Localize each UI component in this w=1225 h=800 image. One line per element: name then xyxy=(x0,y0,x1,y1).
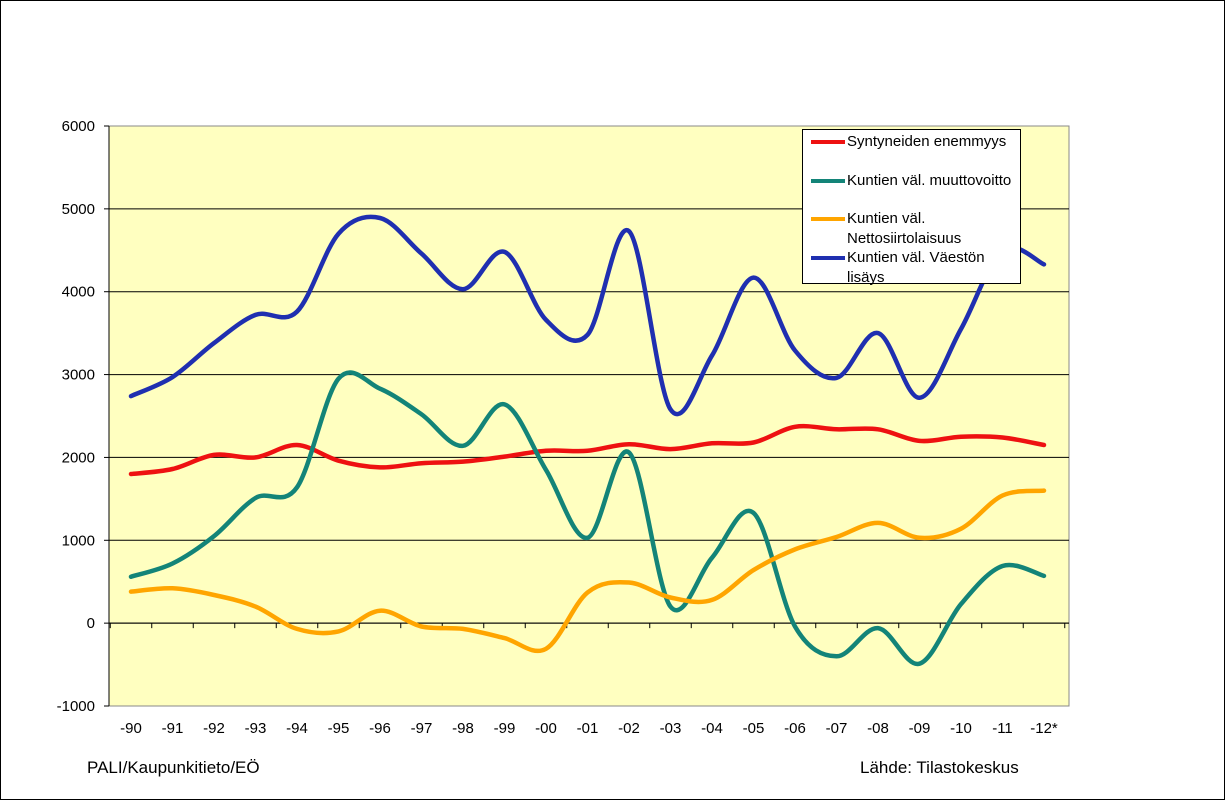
x-tick-label: -04 xyxy=(701,720,723,737)
x-tick-label: -09 xyxy=(909,720,931,737)
x-tick-label: -91 xyxy=(162,720,184,737)
legend-item: Kuntien väl. Väestön lisäys xyxy=(803,248,1022,286)
x-tick-label: -92 xyxy=(203,720,225,737)
x-tick-label: -00 xyxy=(535,720,557,737)
legend-item: Syntyneiden enemmyys xyxy=(803,132,1022,170)
y-tick-label: 5000 xyxy=(62,201,95,218)
x-tick-label: -90 xyxy=(120,720,142,737)
y-tick-label: 4000 xyxy=(62,284,95,301)
x-tick-label: -12* xyxy=(1030,720,1058,737)
x-tick-label: -95 xyxy=(328,720,350,737)
legend-label: Kuntien väl. Nettosiirtolaisuus xyxy=(847,210,962,247)
x-tick-label: -02 xyxy=(618,720,640,737)
x-tick-label: -98 xyxy=(452,720,474,737)
series-line-2 xyxy=(128,488,1047,654)
x-tick-label: -06 xyxy=(784,720,806,737)
legend-label: Kuntien väl. Väestön lisäys xyxy=(847,249,985,286)
y-tick-label: 1000 xyxy=(62,532,95,549)
x-tick-label: -10 xyxy=(950,720,972,737)
legend-label: Syntyneiden enemmyys xyxy=(847,133,1007,150)
series-line-3 xyxy=(128,214,1047,417)
legend: Syntyneiden enemmyys Kuntien väl. muutto… xyxy=(802,129,1022,286)
x-tick-label: -96 xyxy=(369,720,391,737)
legend-swatch xyxy=(811,217,845,221)
footer-source-left: PALI/Kaupunkitieto/EÖ xyxy=(87,758,260,777)
x-tick-label: -99 xyxy=(494,720,516,737)
y-tick-label: -1000 xyxy=(57,698,95,715)
x-tick-label: -05 xyxy=(743,720,765,737)
x-tick-label: -08 xyxy=(867,720,889,737)
series-line-1 xyxy=(128,370,1047,666)
footer-source-right: Lähde: Tilastokeskus xyxy=(860,758,1019,777)
y-tick-label: 2000 xyxy=(62,449,95,466)
legend-item: Kuntien väl. Nettosiirtolaisuus xyxy=(803,209,1022,247)
legend-swatch xyxy=(811,179,845,183)
x-tick-label: -03 xyxy=(660,720,682,737)
x-tick-label: -93 xyxy=(245,720,267,737)
legend-item: Kuntien väl. muuttovoitto xyxy=(803,171,1022,209)
y-tick-label: 3000 xyxy=(62,367,95,384)
x-tick-label: -94 xyxy=(286,720,308,737)
x-tick-label: -97 xyxy=(411,720,433,737)
legend-swatch xyxy=(811,140,845,144)
x-tick-label: -11 xyxy=(992,720,1013,737)
x-tick-label: -01 xyxy=(577,720,599,737)
y-tick-label: 0 xyxy=(87,615,95,632)
legend-swatch xyxy=(811,256,845,260)
legend-label: Kuntien väl. muuttovoitto xyxy=(847,172,1012,189)
y-tick-label: 6000 xyxy=(62,118,95,135)
series-line-0 xyxy=(128,423,1047,477)
x-tick-label: -07 xyxy=(826,720,848,737)
